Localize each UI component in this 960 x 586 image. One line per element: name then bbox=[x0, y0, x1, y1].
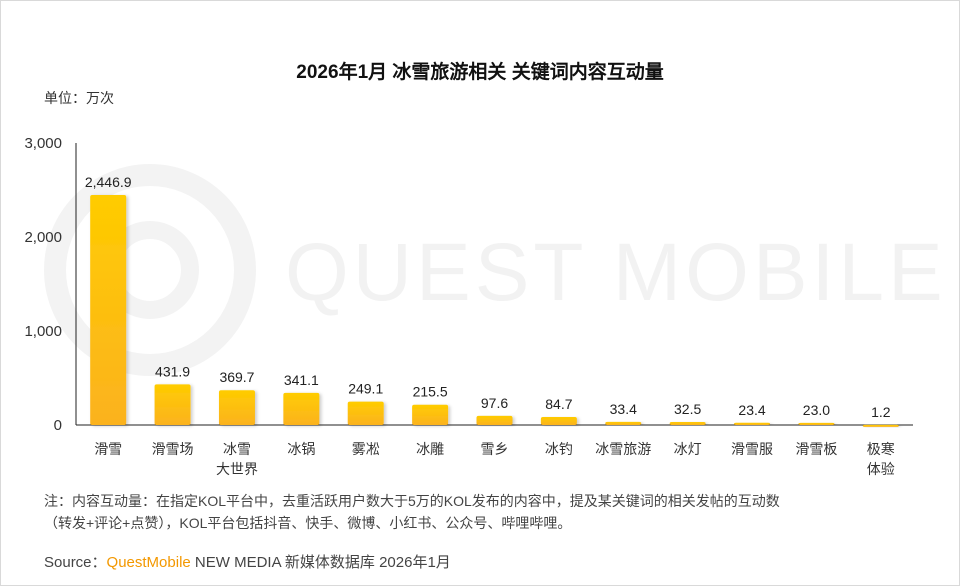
bar-value-label: 84.7 bbox=[545, 396, 572, 412]
y-tick-label: 3,000 bbox=[24, 135, 62, 152]
bar bbox=[669, 421, 706, 425]
x-tick-label: 滑雪服 bbox=[731, 441, 773, 457]
source-brand: QuestMobile bbox=[106, 554, 191, 571]
x-tick-label: 雪乡 bbox=[481, 441, 509, 457]
x-tick-label: 冰灯 bbox=[674, 441, 702, 457]
bar bbox=[412, 404, 449, 425]
x-tick-label: 雾凇 bbox=[352, 441, 380, 457]
x-tick-label: 滑雪 bbox=[94, 441, 122, 457]
source-line: Source：QuestMobile NEW MEDIA 新媒体数据库 2026… bbox=[44, 551, 451, 572]
bar-value-label: 97.6 bbox=[481, 395, 508, 411]
chart-title: 2026年1月 冰雪旅游相关 关键词内容互动量 bbox=[296, 62, 664, 83]
x-tick-label: 滑雪场 bbox=[152, 441, 194, 457]
bar-value-label: 1.2 bbox=[871, 404, 891, 420]
y-tick-label: 2,000 bbox=[24, 229, 62, 246]
bar-value-label: 32.5 bbox=[674, 401, 701, 417]
bar bbox=[476, 415, 513, 425]
footnote: 注：内容互动量：在指定KOL平台中，去重活跃用户数大于5万的KOL发布的内容中，… bbox=[44, 490, 780, 534]
x-tick-label: 冰雪大世界 bbox=[216, 441, 258, 477]
bar-value-label: 33.4 bbox=[610, 401, 637, 417]
bar-value-label: 341.1 bbox=[284, 372, 319, 388]
x-tick-label: 冰雕 bbox=[416, 441, 444, 457]
bar bbox=[540, 417, 577, 425]
x-tick-label: 滑雪板 bbox=[795, 441, 837, 457]
watermark-logo-ring bbox=[44, 164, 256, 376]
footnote-line-2: （转发+评论+点赞），KOL平台包括抖音、快手、微博、小红书、公众号、哔哩哔哩。 bbox=[44, 515, 572, 531]
bar bbox=[283, 392, 320, 425]
bar-value-label: 23.0 bbox=[803, 402, 830, 418]
y-tick-label: 1,000 bbox=[24, 323, 62, 340]
bar-value-label: 23.4 bbox=[738, 402, 765, 418]
bar bbox=[90, 194, 127, 425]
bar bbox=[862, 424, 899, 427]
bar bbox=[154, 384, 191, 425]
bar bbox=[218, 390, 255, 425]
bar-value-label: 369.7 bbox=[219, 369, 254, 385]
source-rest: NEW MEDIA 新媒体数据库 2026年1月 bbox=[190, 554, 451, 571]
source-prefix: Source： bbox=[44, 554, 107, 571]
watermark-text: QUEST MOBILE bbox=[285, 227, 947, 318]
x-tick-label: 冰雪旅游 bbox=[595, 441, 651, 457]
bar bbox=[798, 422, 835, 425]
bar-value-label: 249.1 bbox=[348, 381, 383, 397]
x-tick-label: 极寒体验 bbox=[867, 441, 895, 477]
x-tick-label: 冰锅 bbox=[287, 441, 315, 457]
bar bbox=[734, 422, 771, 425]
bar bbox=[605, 421, 642, 425]
bar-value-label: 215.5 bbox=[413, 384, 448, 400]
bar-value-label: 2,446.9 bbox=[85, 174, 132, 190]
footnote-line-1: 注：内容互动量：在指定KOL平台中，去重活跃用户数大于5万的KOL发布的内容中，… bbox=[44, 493, 780, 509]
bar-value-label: 431.9 bbox=[155, 363, 190, 379]
y-tick-label: 0 bbox=[54, 417, 62, 434]
bar bbox=[347, 401, 384, 425]
unit-label: 单位：万次 bbox=[44, 90, 114, 106]
x-tick-label: 冰钓 bbox=[545, 441, 573, 457]
